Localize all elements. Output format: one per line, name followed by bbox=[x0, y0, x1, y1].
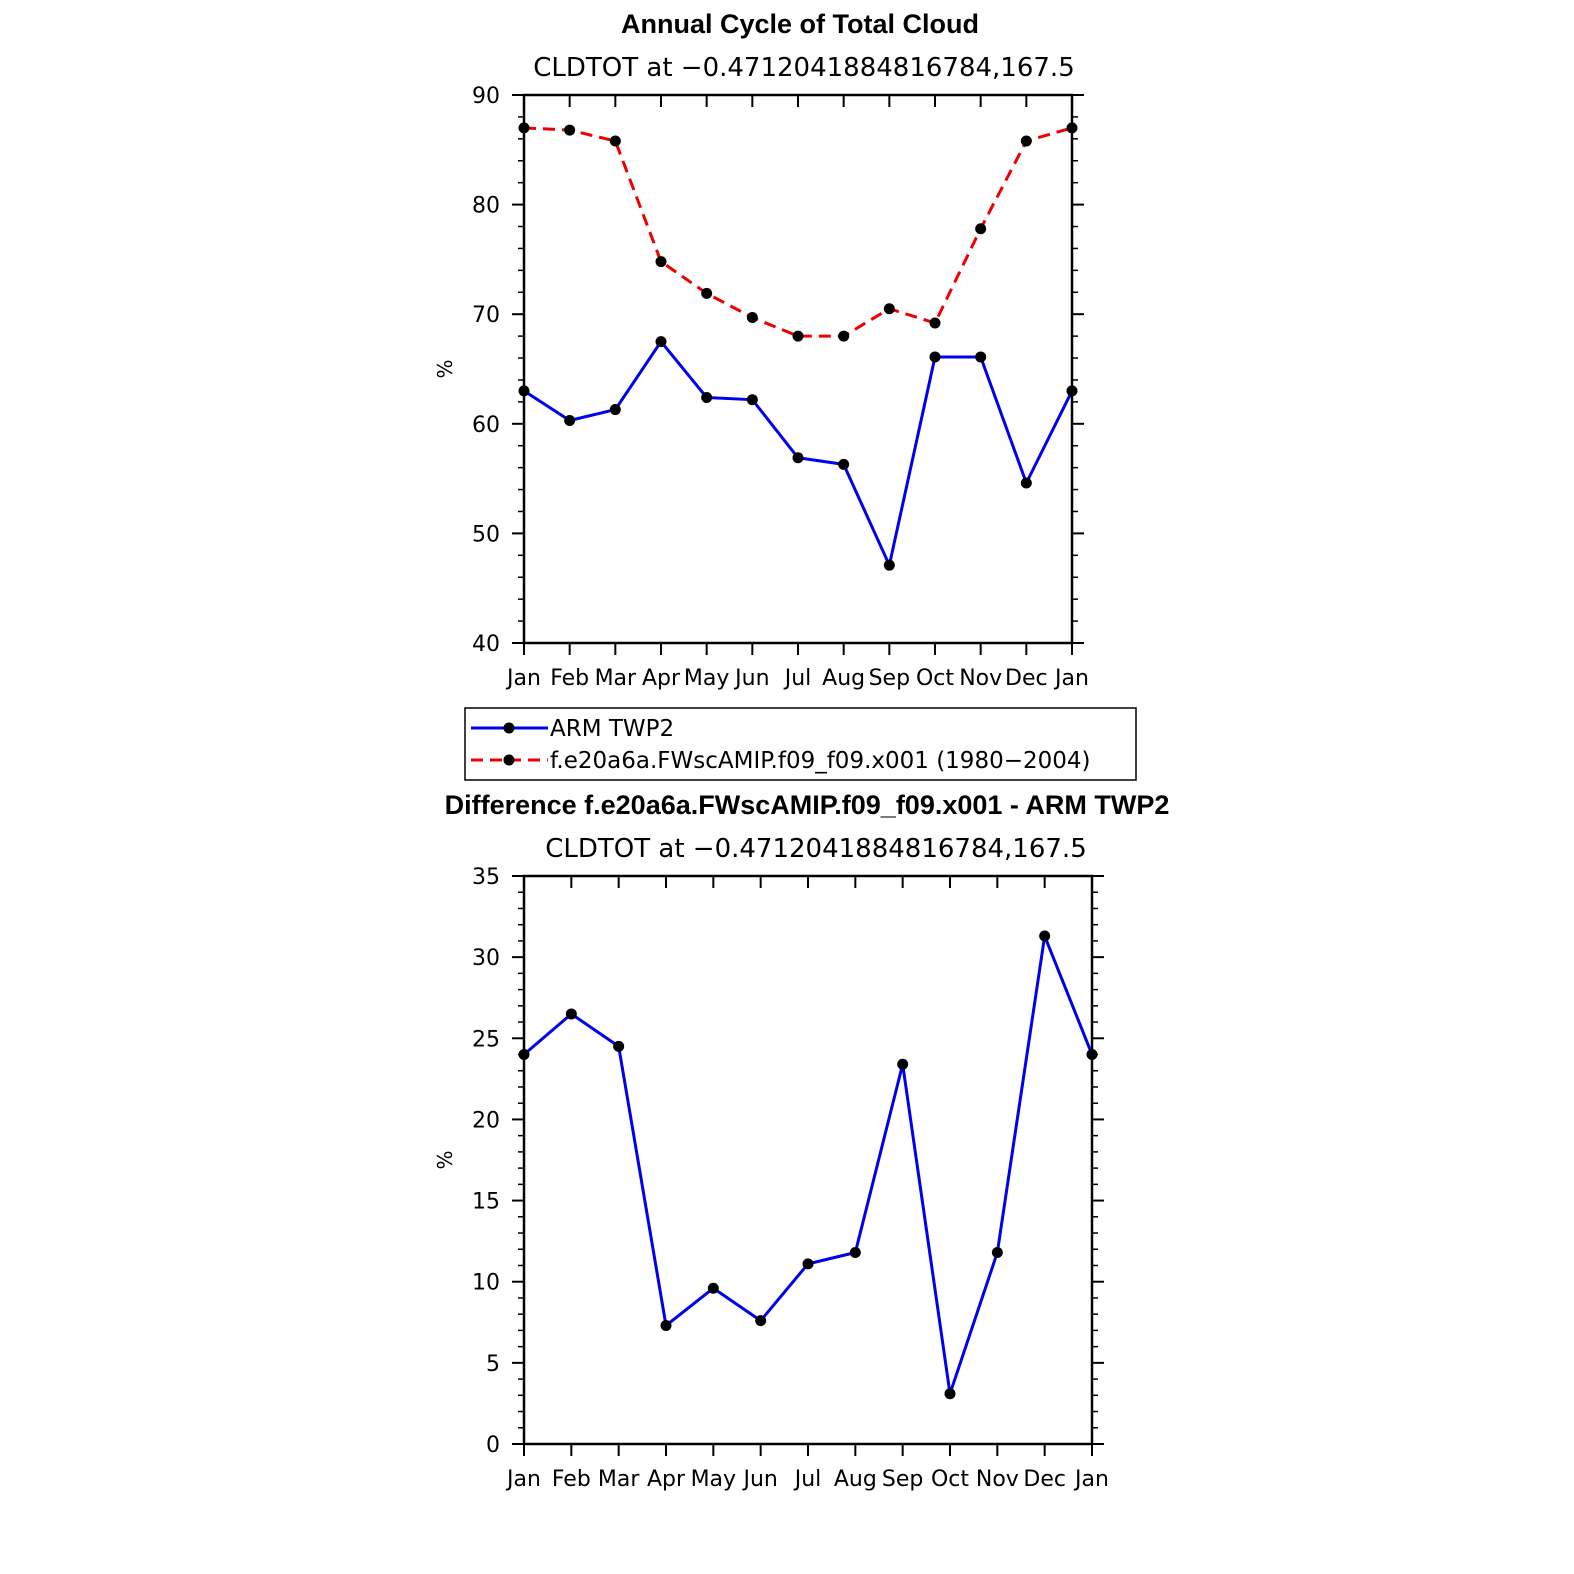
bottom-chart-ytick-label: 25 bbox=[472, 1027, 500, 1052]
legend-marker-0 bbox=[503, 722, 515, 734]
top-chart-subtitle: CLDTOT at −0.4712041884816784,167.5 bbox=[533, 53, 1075, 83]
top-chart-series-0-point bbox=[929, 351, 941, 363]
bottom-chart-xtick-label: Sep bbox=[882, 1467, 923, 1492]
bottom-chart-series-0-point bbox=[755, 1315, 767, 1327]
bottom-chart-xtick-label: Nov bbox=[976, 1467, 1019, 1492]
legend: ARM TWP2 f.e20a6a.FWscAMIP.f09_f09.x001 (… bbox=[464, 707, 1137, 781]
top-chart-series-1-point bbox=[518, 122, 530, 134]
top-chart-xtick-label: May bbox=[684, 666, 729, 691]
bottom-chart-series-0-point bbox=[1039, 930, 1051, 942]
top-chart-xtick-label: Nov bbox=[959, 666, 1002, 691]
top-chart-series-1-point bbox=[1066, 122, 1078, 134]
bottom-chart-xtick-label: Oct bbox=[931, 1467, 969, 1492]
bottom-plot-area: 0 5 10 15 20 25 30 35 Jan Feb Mar Apr May Jun Jul Aug Se… bbox=[433, 865, 1109, 1492]
top-chart-series-1-point bbox=[838, 330, 850, 342]
bottom-chart-ytick-label: 20 bbox=[472, 1108, 500, 1133]
top-chart-ytick-label: 90 bbox=[472, 84, 500, 109]
top-chart-series-0-point bbox=[564, 415, 576, 427]
top-chart-ytick-label: 40 bbox=[472, 632, 500, 657]
top-chart-series-0-point bbox=[792, 452, 804, 464]
top-chart-title: Annual Cycle of Total Cloud bbox=[621, 9, 979, 39]
bottom-chart-ytick-label: 0 bbox=[486, 1433, 500, 1458]
bottom-chart-series-0-point bbox=[944, 1388, 956, 1400]
top-chart-series-1-line bbox=[523, 126, 1073, 338]
top-chart-xtick-label: Mar bbox=[595, 666, 637, 691]
bottom-chart-series-0-point bbox=[707, 1282, 719, 1294]
top-chart-xtick-label: Dec bbox=[1005, 666, 1048, 691]
top-chart-series-1-point bbox=[746, 311, 758, 323]
bottom-chart-series-0-point bbox=[613, 1040, 625, 1052]
top-chart-ytick-label: 50 bbox=[472, 522, 500, 547]
top-chart-series-1-point bbox=[975, 223, 987, 235]
bottom-chart-xtick-label: Feb bbox=[552, 1467, 591, 1492]
bottom-chart-series-0-point bbox=[897, 1058, 909, 1070]
top-chart-series-0-point bbox=[838, 458, 850, 470]
legend-box bbox=[464, 707, 1137, 781]
top-chart-ylabel: % bbox=[433, 359, 457, 378]
legend-label-1: f.e20a6a.FWscAMIP.f09_f09.x001 (1980−200… bbox=[550, 748, 1091, 774]
top-chart-series-0-point bbox=[746, 394, 758, 406]
top-chart-series-1-point bbox=[609, 135, 621, 147]
top-chart-xtick-label: Jan bbox=[1053, 666, 1089, 691]
top-chart-xtick-label: Apr bbox=[642, 666, 681, 691]
bottom-chart-series-0-line bbox=[523, 934, 1094, 1396]
top-plot-area: 40 50 60 70 80 90 Jan Feb Mar Apr May Jun Jul Aug Sep O… bbox=[433, 84, 1089, 691]
top-chart-xtick-label: Feb bbox=[550, 666, 589, 691]
bottom-chart-xtick-label: Apr bbox=[647, 1467, 686, 1492]
bottom-chart-series-0-point bbox=[518, 1049, 530, 1061]
top-chart-series-0-point bbox=[518, 385, 530, 397]
top-chart-xtick-label: Aug bbox=[822, 666, 865, 691]
top-chart-ytick-label: 80 bbox=[472, 194, 500, 219]
legend-marker-1 bbox=[503, 754, 515, 766]
bottom-chart-series-0-point bbox=[565, 1008, 577, 1020]
top-chart-xtick-label: Jan bbox=[505, 666, 541, 691]
top-chart-series-0-point bbox=[1020, 477, 1032, 489]
bottom-chart-xtick-label: Jan bbox=[1073, 1467, 1109, 1492]
bottom-chart-xtick-label: Aug bbox=[834, 1467, 877, 1492]
bottom-chart-xtick-label: Mar bbox=[598, 1467, 640, 1492]
bottom-chart-xtick-label: Dec bbox=[1023, 1467, 1066, 1492]
bottom-chart-ytick-label: 5 bbox=[486, 1352, 500, 1377]
top-chart-ytick-label: 60 bbox=[472, 413, 500, 438]
top-chart-series-1-point bbox=[1020, 135, 1032, 147]
top-chart-series-0-point bbox=[655, 336, 667, 348]
bottom-chart-subtitle: CLDTOT at −0.4712041884816784,167.5 bbox=[545, 834, 1087, 864]
legend-label-0: ARM TWP2 bbox=[550, 716, 674, 742]
top-chart-ytick-label: 70 bbox=[472, 303, 500, 328]
bottom-chart-xtick-label: May bbox=[691, 1467, 736, 1492]
bottom-chart-xtick-label: Jul bbox=[793, 1467, 822, 1492]
bottom-chart-frame bbox=[522, 874, 1094, 1446]
bottom-chart-series-0-point bbox=[991, 1247, 1003, 1259]
bottom-chart-title: Difference f.e20a6a.FWscAMIP.f09_f09.x00… bbox=[445, 790, 1170, 820]
bottom-chart-ylabel: % bbox=[433, 1150, 457, 1169]
top-chart-xtick-label: Jun bbox=[733, 666, 769, 691]
top-chart-series-1-point bbox=[792, 330, 804, 342]
top-chart-series-1-point bbox=[929, 317, 941, 329]
bottom-chart-xtick-label: Jun bbox=[741, 1467, 777, 1492]
bottom-chart-ytick-label: 10 bbox=[472, 1271, 500, 1296]
bottom-chart-ytick-label: 15 bbox=[472, 1190, 500, 1215]
bottom-chart-series-0-point bbox=[849, 1247, 861, 1259]
bottom-chart-series-0-point bbox=[802, 1258, 814, 1270]
top-chart-xtick-label: Sep bbox=[869, 666, 910, 691]
top-chart-series-0-point bbox=[609, 404, 621, 416]
top-chart-series-0-point bbox=[975, 351, 987, 363]
top-chart-series-1-point bbox=[564, 124, 576, 136]
bottom-chart-ytick-label: 30 bbox=[472, 946, 500, 971]
bottom-chart-series-0-point bbox=[1086, 1049, 1098, 1061]
bottom-chart-xtick-label: Jan bbox=[505, 1467, 541, 1492]
top-chart-series-0-point bbox=[883, 559, 895, 571]
top-chart-series-1-point bbox=[655, 256, 667, 268]
bottom-chart-ytick-label: 35 bbox=[472, 865, 500, 890]
top-chart-xtick-label: Oct bbox=[916, 666, 954, 691]
bottom-chart-series-0-point bbox=[660, 1320, 672, 1332]
top-chart-frame bbox=[522, 93, 1074, 645]
top-chart-series-1-point bbox=[701, 287, 713, 299]
top-chart-xtick-label: Jul bbox=[783, 666, 812, 691]
top-chart-series-0-point bbox=[1066, 385, 1078, 397]
top-chart-series-0-point bbox=[701, 391, 713, 403]
top-chart-series-1-point bbox=[883, 303, 895, 315]
